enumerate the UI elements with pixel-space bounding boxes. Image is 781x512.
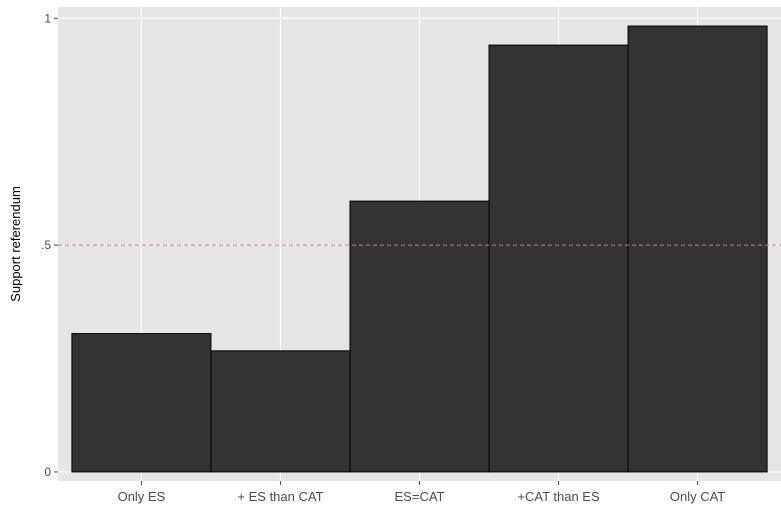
y-tick-label: 1 xyxy=(44,11,51,25)
x-tick-label: Only ES xyxy=(118,489,166,504)
bar xyxy=(210,350,351,473)
y-tick-label: 0 xyxy=(44,465,51,479)
bar xyxy=(71,333,212,473)
y-axis: 0.51 xyxy=(41,11,58,479)
x-tick-label: + ES than CAT xyxy=(237,489,323,504)
x-axis: Only ES + ES than CAT ES=CAT +CAT than ES On… xyxy=(118,481,725,504)
y-axis-title: Support referendum xyxy=(8,186,23,302)
bars xyxy=(71,25,768,473)
bar xyxy=(349,200,490,473)
x-tick-label: +CAT than ES xyxy=(517,489,600,504)
y-tick-label: .5 xyxy=(41,238,51,252)
bar xyxy=(627,25,768,473)
x-tick-label: ES=CAT xyxy=(395,489,445,504)
x-tick-label: Only CAT xyxy=(670,489,725,504)
bar xyxy=(488,44,629,473)
